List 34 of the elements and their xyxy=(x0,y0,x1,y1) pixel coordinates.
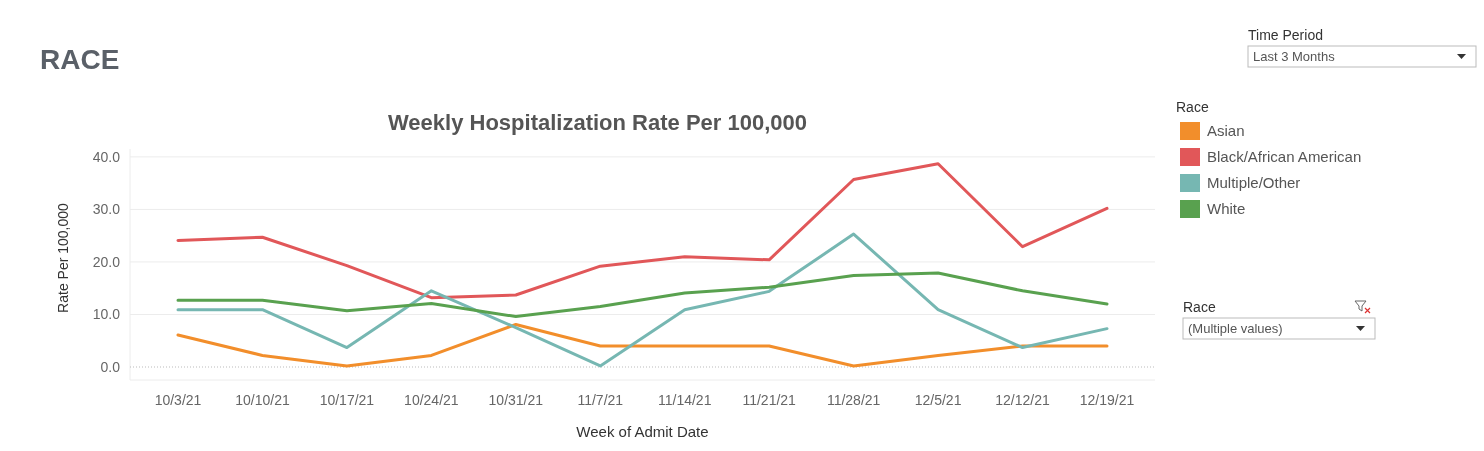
legend-label: Multiple/Other xyxy=(1207,174,1301,191)
x-tick-label: 11/14/21 xyxy=(657,392,712,408)
chart-subtitle: Weekly Hospitalization Rate Per 100,000 xyxy=(388,110,807,135)
text: Race xyxy=(1183,299,1216,315)
line-series xyxy=(176,162,1109,300)
x-tick-label: 12/12/21 xyxy=(995,392,1051,408)
x-tick-label: 10/17/21 xyxy=(319,392,375,408)
text: Time Period xyxy=(1248,27,1323,43)
chart-title: RACE xyxy=(40,44,120,75)
y-tick-label: 30.0 xyxy=(92,201,121,218)
x-tick-label: 10/10/21 xyxy=(235,392,290,408)
x-tick-label: 11/28/21 xyxy=(826,392,881,408)
x-tick-label: 10/3/21 xyxy=(154,392,202,408)
legend-label: Black/African American xyxy=(1207,148,1362,165)
x-tick-label: 12/19/21 xyxy=(1079,392,1135,408)
y-tick-label: 0.0 xyxy=(100,358,121,375)
y-axis-title: Rate Per 100,000 xyxy=(55,202,71,313)
x-tick-label: 10/31/21 xyxy=(488,392,544,408)
y-tick-label: 10.0 xyxy=(92,306,121,323)
legend-label: Asian xyxy=(1207,122,1245,139)
x-tick-label: 11/21/21 xyxy=(742,392,797,408)
y-tick-label: 20.0 xyxy=(92,253,121,270)
legend-label: White xyxy=(1207,200,1246,217)
line-series xyxy=(176,271,1109,319)
line-series xyxy=(176,232,1109,368)
legend-title: Race xyxy=(1176,99,1209,115)
line-series xyxy=(176,322,1109,368)
y-tick-label: 40.0 xyxy=(92,148,121,165)
x-tick-label: 11/7/21 xyxy=(577,392,624,408)
text: (Multiple values) xyxy=(1188,321,1283,336)
text: Last 3 Months xyxy=(1253,49,1336,64)
x-tick-label: 12/5/21 xyxy=(914,392,962,408)
x-tick-label: 10/24/21 xyxy=(404,392,459,408)
x-axis-title: Week of Admit Date xyxy=(576,423,709,440)
